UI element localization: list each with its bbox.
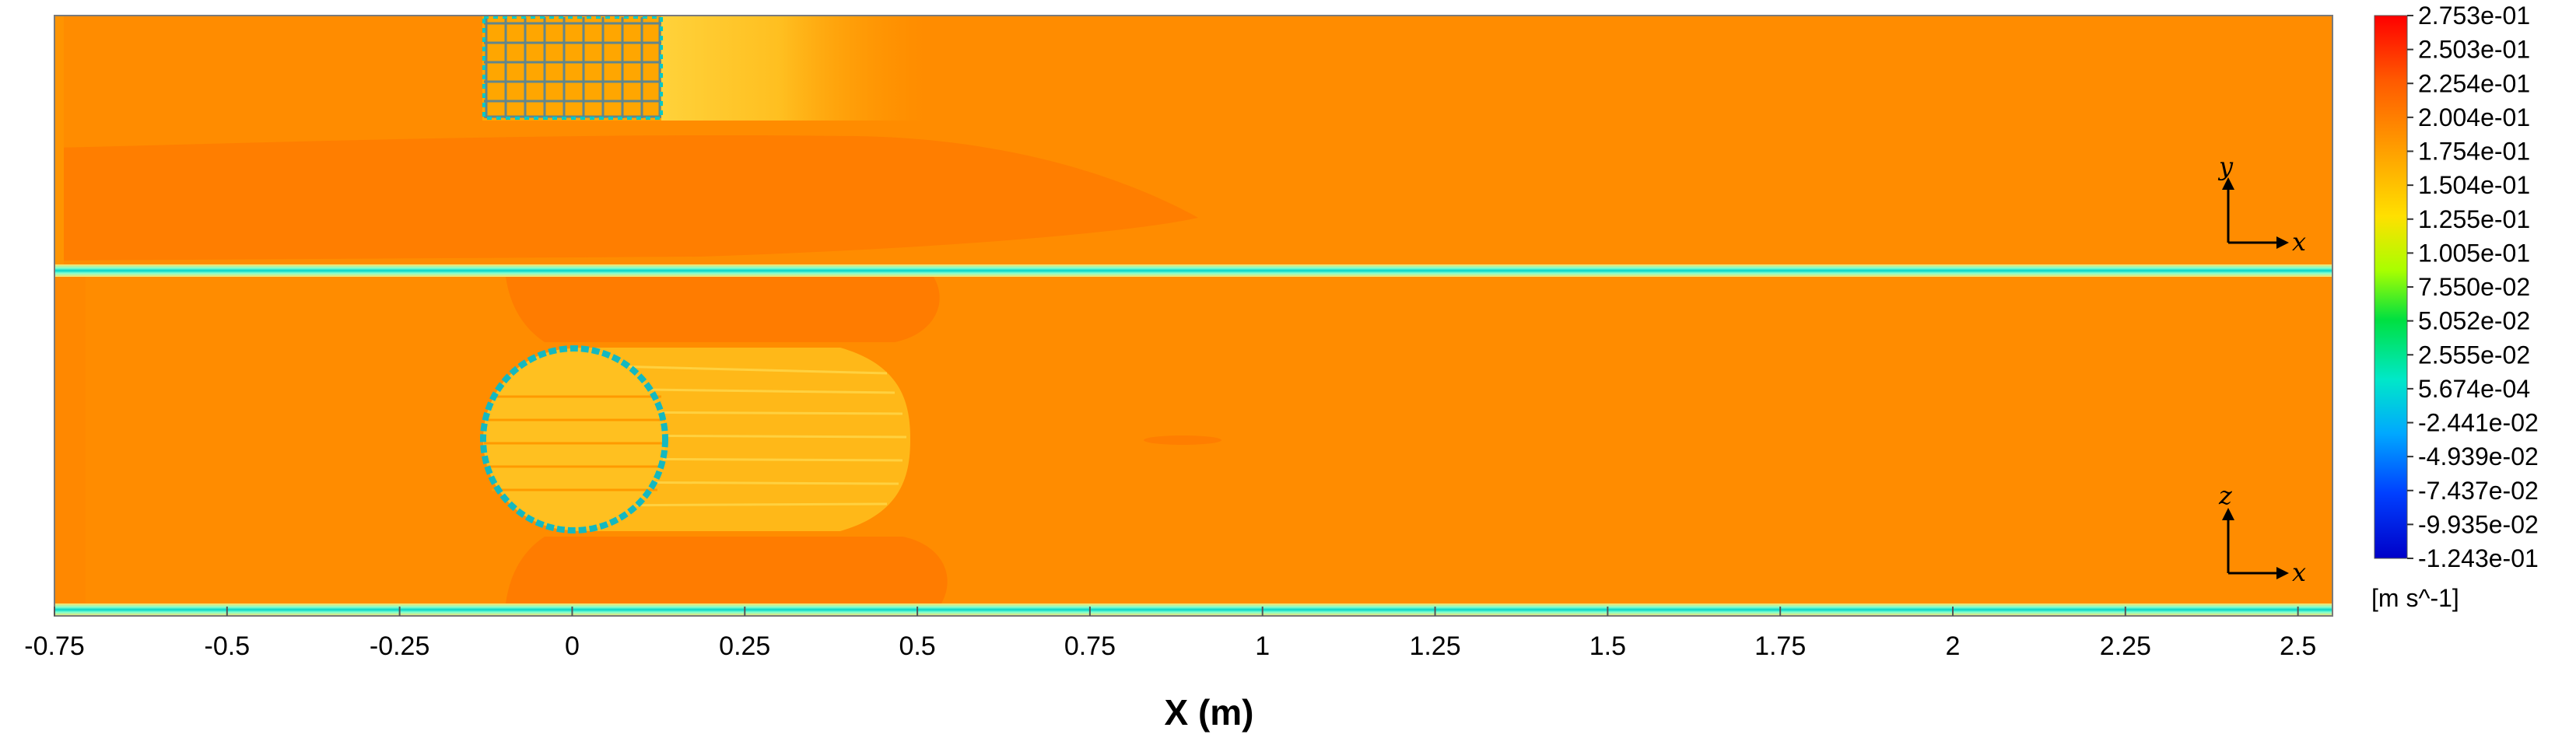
x-tick-label: 0.25 — [719, 631, 770, 661]
plot-area — [54, 15, 2333, 617]
x-tick-label: 1.25 — [1409, 631, 1460, 661]
x-tick-label: 1.75 — [1754, 631, 1806, 661]
x-tick-label: 1 — [1255, 631, 1270, 661]
colorbar-tick-label: -1.243e-01 — [2418, 544, 2539, 572]
x-axis-title: X (m) — [1165, 692, 1254, 733]
x-tick-label: 1.5 — [1589, 631, 1626, 661]
xy-bottom-wall — [54, 264, 2332, 277]
x-tick-label: 2 — [1946, 631, 1961, 661]
x-tick-label: -0.25 — [370, 631, 430, 661]
plot-border — [54, 15, 2333, 617]
colorbar-tick-label: 1.005e-01 — [2418, 239, 2530, 267]
x-tick-label: 0.5 — [899, 631, 935, 661]
colorbar-tick-label: 1.504e-01 — [2418, 171, 2530, 199]
xz-cylinder — [483, 348, 665, 530]
xz-lower-dark-lobe — [506, 537, 948, 603]
colorbar-tick-label: 2.555e-02 — [2418, 341, 2530, 369]
colorbar-tick-label: 5.674e-04 — [2418, 375, 2530, 403]
xy-dark-wake — [54, 135, 1198, 261]
x-tick-label: 2.25 — [2100, 631, 2151, 661]
colorbar — [2374, 15, 2408, 559]
colorbar-tick-label: 2.753e-01 — [2418, 2, 2530, 30]
xy-triad-x-label: x — [2292, 227, 2306, 257]
xy-panel — [54, 16, 2332, 271]
xz-triad — [2222, 508, 2289, 579]
colorbar-tick-label: 1.754e-01 — [2418, 138, 2530, 166]
colorbar-unit: [m s^-1] — [2371, 584, 2459, 612]
colorbar-ticks: 2.753e-01 2.503e-01 2.254e-01 2.004e-01 1.75… — [2407, 2, 2539, 572]
colorbar-tick-label: 2.004e-01 — [2418, 103, 2530, 131]
colorbar-tick-label: 7.550e-02 — [2418, 273, 2530, 301]
x-tick-label: 0.75 — [1064, 631, 1116, 661]
x-tick-label: 2.5 — [2280, 631, 2316, 661]
colorbar-tick-label: 2.503e-01 — [2418, 36, 2530, 64]
colorbar-tick-label: 5.052e-02 — [2418, 307, 2530, 335]
colorbar-tick-label: -9.935e-02 — [2418, 510, 2539, 538]
xz-panel — [54, 277, 2332, 603]
xy-left-inlet-band — [54, 16, 64, 271]
colorbar-tick-label: -4.939e-02 — [2418, 442, 2539, 470]
xy-triad-y-label: y — [2217, 152, 2234, 181]
xy-triad — [2222, 177, 2289, 249]
colorbar-tick-label: -7.437e-02 — [2418, 477, 2539, 505]
xz-wake — [576, 348, 910, 531]
x-tick-label: -0.5 — [205, 631, 251, 661]
xz-triad-z-label: z — [2218, 481, 2233, 510]
x-axis: -0.75 -0.5 -0.25 0 0.25 0.5 0.75 1 1.25 1.5 1.75 2 2… — [24, 607, 2316, 661]
xz-bottom-wall — [54, 603, 2332, 616]
colorbar-tick-label: 1.255e-01 — [2418, 205, 2530, 233]
x-tick-label: 0 — [565, 631, 580, 661]
colorbar-tick-label: 2.254e-01 — [2418, 69, 2530, 97]
x-tick-label: -0.75 — [24, 631, 85, 661]
xy-obstacle — [482, 16, 926, 121]
xz-upper-dark-lobe — [506, 277, 940, 342]
xz-triad-x-label: x — [2292, 558, 2306, 587]
colorbar-tick-label: -2.441e-02 — [2418, 409, 2539, 437]
